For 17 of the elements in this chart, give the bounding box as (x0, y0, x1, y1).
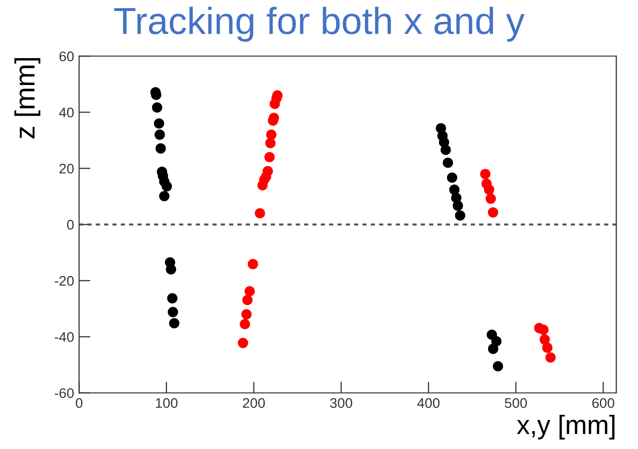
y-tick-label: 20 (60, 164, 74, 174)
y-axis-title: z [mm] (14, 58, 40, 138)
x-tick-label: 0 (76, 398, 82, 408)
chart-title: Tracking for both x and y (114, 6, 525, 42)
x-axis-title: x,y [mm] (516, 414, 614, 440)
x-tick-label: 500 (504, 398, 527, 408)
y-tick-label: -40 (54, 332, 74, 342)
x-tick-label: 300 (330, 398, 352, 408)
y-tick-label: -60 (54, 388, 74, 398)
y-tick-label: 60 (60, 51, 74, 62)
x-tick-label: 400 (417, 398, 440, 408)
x-tick-label: 100 (156, 398, 178, 408)
y-tick-label: -20 (54, 276, 74, 286)
x-tick-label: 600 (592, 398, 614, 408)
y-tick-label: 0 (67, 220, 74, 230)
x-tick-label: 200 (242, 398, 265, 408)
y-tick-label: 40 (59, 108, 74, 118)
